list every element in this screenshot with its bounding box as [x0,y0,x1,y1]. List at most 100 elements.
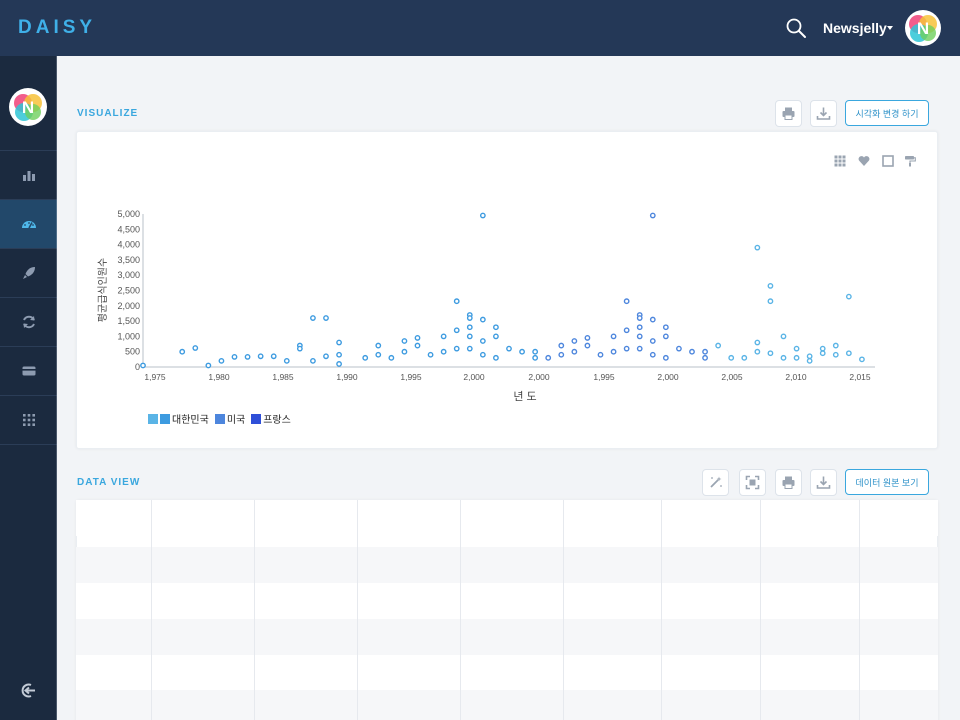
x-tick-label: 2,000 [528,372,550,382]
y-tick-label: 2,000 [117,301,140,311]
table-column-divider [859,500,860,720]
view-raw-data-button[interactable]: 데이터 원본 보기 [845,469,929,495]
magic-wand-button[interactable] [702,469,729,496]
data-point [689,348,695,355]
svg-text:N: N [917,19,929,38]
fullscreen-button[interactable] [739,469,766,496]
data-point [323,315,329,321]
data-point [257,353,264,360]
legend-swatch [251,413,262,424]
print-button[interactable] [775,100,802,127]
search-icon[interactable] [785,17,807,39]
data-point [414,342,421,349]
print-button[interactable] [775,469,802,496]
data-point [479,212,486,219]
sidebar-item-apps[interactable] [0,395,57,445]
data-point [493,333,499,340]
data-point [636,345,643,352]
data-point [270,353,277,360]
data-point [623,345,630,352]
data-point [636,315,643,321]
table-column-divider [357,500,358,720]
y-tick-label: 2,500 [117,286,140,296]
table-column-divider [563,500,564,720]
data-point [375,351,382,358]
logout-icon[interactable] [20,682,37,699]
x-tick-label: 2,015 [849,372,871,382]
table-row[interactable] [76,690,938,720]
data-point [205,362,212,369]
legend-item[interactable]: 미국 [214,411,245,426]
y-tick-label: 3,000 [117,270,140,280]
data-point [532,354,539,361]
data-point [466,345,473,352]
sidebar-item-charts[interactable] [0,150,57,199]
sidebar-item-sync[interactable] [0,297,57,346]
sidebar: N [0,56,57,720]
data-point [414,335,421,341]
change-visualization-button[interactable]: 시각화 변경 하기 [845,100,929,126]
sidebar-item-storage[interactable] [0,346,57,395]
square-icon[interactable] [882,155,894,167]
table-row[interactable] [76,500,938,536]
y-tick-label: 3,500 [117,255,140,265]
x-tick-label: 1,990 [336,372,358,382]
data-point [767,350,774,357]
data-point [388,354,395,361]
data-point [453,345,460,352]
data-point [323,353,329,360]
x-tick-label: 1,995 [400,372,422,382]
y-tick-label: 1,500 [117,316,140,326]
grid-icon[interactable] [834,155,846,167]
paint-roller-icon[interactable] [904,155,916,167]
table-column-divider [254,500,255,720]
data-point [649,316,656,323]
data-point [662,333,669,340]
data-point [479,351,486,358]
avatar[interactable]: N [905,10,941,46]
data-point [676,345,682,352]
download-button[interactable] [810,469,837,496]
user-menu-name[interactable]: Newsjelly [823,20,887,36]
data-point [819,350,826,357]
print-icon [782,476,795,489]
refresh-icon [22,315,35,329]
legend-item[interactable]: 프랑스 [251,411,291,426]
sidebar-item-launch[interactable] [0,248,57,297]
data-point [597,351,604,358]
x-tick-label: 2,000 [463,372,485,382]
table-row[interactable] [76,547,938,583]
legend-swatch [148,413,158,424]
y-tick-label: 4,000 [117,240,140,250]
dashboard-gauge-icon [21,221,36,229]
table-row[interactable] [76,619,938,655]
data-point [453,298,460,305]
data-point [728,354,735,361]
avatar[interactable]: N [9,88,47,126]
data-point [532,348,539,355]
table-column-divider [760,500,761,720]
data-point [401,348,408,355]
app-logo[interactable]: DAISY [18,17,97,38]
table-column-divider [661,500,662,720]
data-point [662,354,669,361]
data-point [506,345,512,352]
legend-item[interactable]: 대한민국 [160,411,209,426]
data-point [610,333,617,340]
heart-icon[interactable] [858,155,870,167]
data-point [623,298,630,305]
data-point [192,345,199,351]
y-tick-label: 5,000 [117,209,140,219]
chart-card [76,131,938,449]
data-point [832,351,839,358]
x-tick-label: 1,985 [272,372,294,382]
print-icon [782,107,795,120]
download-button[interactable] [810,100,837,127]
table-row[interactable] [76,655,938,691]
table-row[interactable] [76,583,938,619]
sidebar-item-dashboard[interactable] [0,199,57,248]
data-point [754,348,761,355]
legend-label: 프랑스 [263,415,291,426]
data-point [623,327,630,334]
chevron-down-icon[interactable] [887,26,893,30]
